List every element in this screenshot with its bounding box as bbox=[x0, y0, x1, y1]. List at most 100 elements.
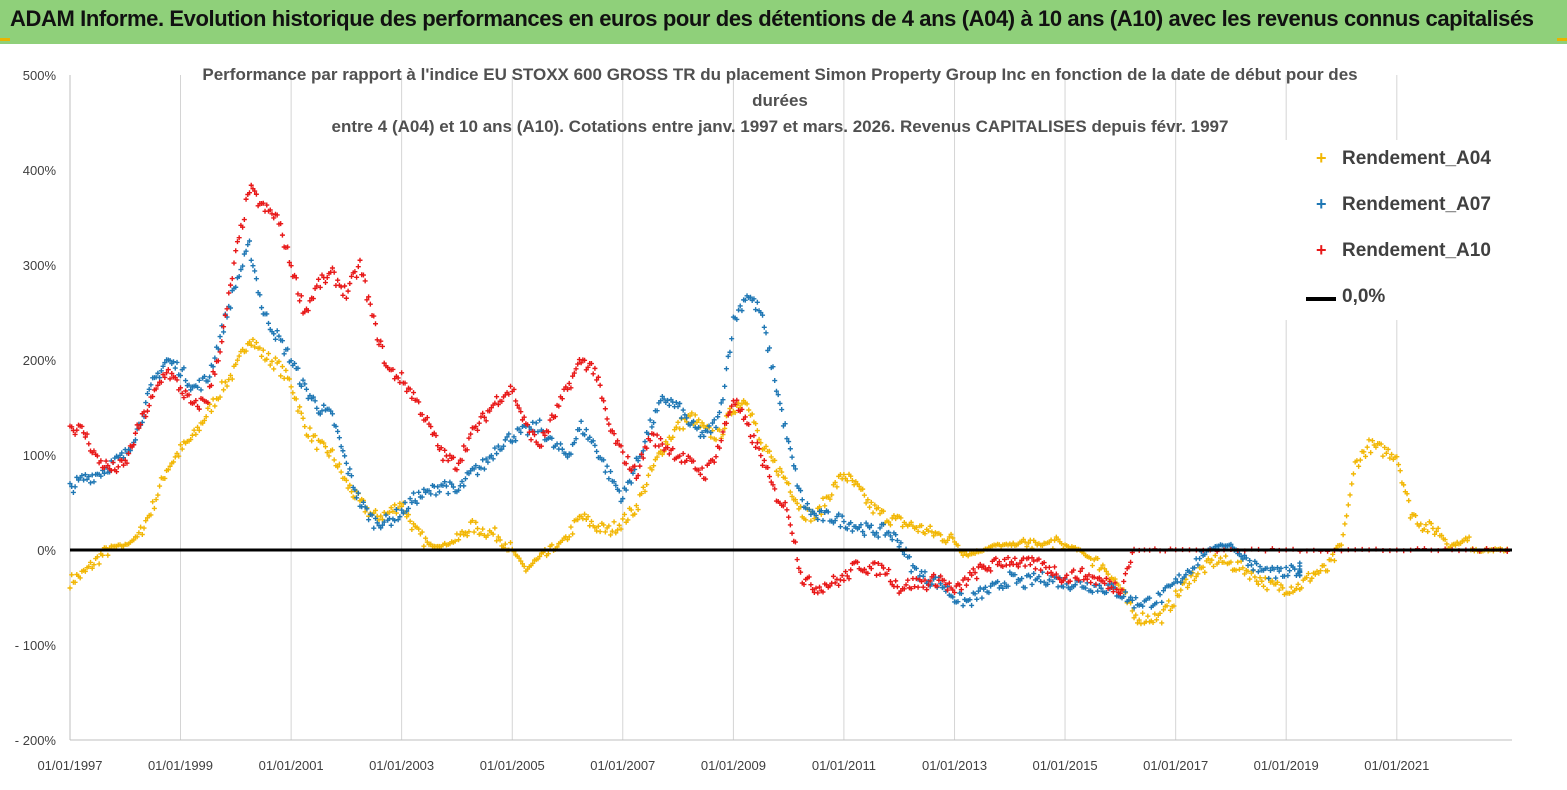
data-point-Rendement_A07 bbox=[473, 463, 479, 469]
data-point-Rendement_A07 bbox=[499, 446, 505, 452]
data-point-Rendement_A07 bbox=[1122, 589, 1128, 595]
data-point-Rendement_A04 bbox=[645, 472, 651, 478]
data-point-Rendement_A07 bbox=[901, 551, 907, 557]
data-point-Rendement_A07 bbox=[1271, 566, 1277, 572]
data-point-Rendement_A04 bbox=[1095, 556, 1101, 562]
data-point-Rendement_A10 bbox=[488, 405, 494, 411]
data-point-Rendement_A07 bbox=[379, 522, 385, 528]
data-point-Rendement_A07 bbox=[405, 505, 411, 511]
data-point-Rendement_A07 bbox=[1128, 594, 1134, 600]
data-point-Rendement_A10 bbox=[525, 422, 531, 428]
data-point-Rendement_A10 bbox=[433, 433, 439, 439]
data-point-Rendement_A07 bbox=[488, 453, 494, 459]
data-point-Rendement_A07 bbox=[381, 519, 387, 525]
data-point-Rendement_A04 bbox=[1357, 457, 1363, 463]
data-point-Rendement_A10 bbox=[946, 580, 952, 586]
data-point-Rendement_A04 bbox=[1186, 581, 1192, 587]
data-point-Rendement_A10 bbox=[640, 455, 646, 461]
data-point-Rendement_A07 bbox=[428, 491, 434, 497]
data-point-Rendement_A10 bbox=[1012, 555, 1018, 561]
data-point-Rendement_A07 bbox=[687, 422, 693, 428]
data-point-Rendement_A07 bbox=[691, 418, 697, 424]
data-point-Rendement_A07 bbox=[955, 599, 961, 605]
data-point-Rendement_A04 bbox=[929, 529, 935, 535]
data-point-Rendement_A04 bbox=[150, 499, 156, 505]
data-point-Rendement_A04 bbox=[1261, 583, 1267, 589]
data-point-Rendement_A04 bbox=[217, 394, 223, 400]
data-point-Rendement_A04 bbox=[680, 426, 686, 432]
data-point-Rendement_A07 bbox=[82, 472, 88, 478]
data-point-Rendement_A04 bbox=[1428, 520, 1434, 526]
data-point-Rendement_A04 bbox=[162, 475, 168, 481]
data-point-Rendement_A04 bbox=[82, 568, 88, 574]
data-point-Rendement_A10 bbox=[404, 388, 410, 394]
data-point-Rendement_A10 bbox=[298, 293, 304, 299]
data-point-Rendement_A07 bbox=[1242, 552, 1248, 558]
data-point-Rendement_A04 bbox=[518, 558, 524, 564]
data-point-Rendement_A07 bbox=[587, 434, 593, 440]
data-point-Rendement_A04 bbox=[347, 482, 353, 488]
data-point-Rendement_A04 bbox=[851, 482, 857, 488]
data-point-Rendement_A10 bbox=[782, 500, 788, 506]
data-point-Rendement_A07 bbox=[411, 490, 417, 496]
data-point-Rendement_A10 bbox=[718, 438, 724, 444]
data-point-Rendement_A07 bbox=[1140, 603, 1146, 609]
data-point-Rendement_A04 bbox=[1055, 536, 1061, 542]
data-point-Rendement_A10 bbox=[286, 259, 292, 265]
data-point-Rendement_A10 bbox=[880, 565, 886, 571]
data-point-Rendement_A10 bbox=[466, 435, 472, 441]
data-point-Rendement_A10 bbox=[597, 382, 603, 388]
data-point-Rendement_A07 bbox=[1002, 580, 1008, 586]
data-point-Rendement_A07 bbox=[699, 429, 705, 435]
data-point-Rendement_A07 bbox=[960, 603, 966, 609]
data-point-Rendement_A10 bbox=[665, 445, 671, 451]
data-point-Rendement_A04 bbox=[618, 526, 624, 532]
data-point-Rendement_A04 bbox=[1089, 563, 1095, 569]
data-point-Rendement_A04 bbox=[922, 531, 928, 537]
data-point-Rendement_A10 bbox=[575, 361, 581, 367]
data-point-Rendement_A07 bbox=[1055, 584, 1061, 590]
data-point-Rendement_A07 bbox=[737, 303, 743, 309]
data-point-Rendement_A10 bbox=[969, 572, 975, 578]
data-point-Rendement_A04 bbox=[1159, 620, 1165, 626]
data-point-Rendement_A07 bbox=[1243, 555, 1249, 561]
data-point-Rendement_A07 bbox=[245, 242, 251, 248]
data-point-Rendement_A04 bbox=[423, 535, 429, 541]
data-point-Rendement_A10 bbox=[628, 468, 634, 474]
data-point-Rendement_A10 bbox=[310, 296, 316, 302]
data-point-Rendement_A07 bbox=[1264, 565, 1270, 571]
corner-mark-top-right bbox=[1557, 38, 1567, 41]
data-point-Rendement_A04 bbox=[1435, 525, 1441, 531]
data-point-Rendement_A10 bbox=[1008, 559, 1014, 565]
data-point-Rendement_A10 bbox=[602, 406, 608, 412]
data-point-Rendement_A07 bbox=[1089, 589, 1095, 595]
data-point-Rendement_A07 bbox=[716, 409, 722, 415]
data-point-Rendement_A10 bbox=[84, 431, 90, 437]
data-point-Rendement_A07 bbox=[207, 374, 213, 380]
data-point-Rendement_A07 bbox=[143, 400, 149, 406]
data-point-Rendement_A10 bbox=[1102, 580, 1108, 586]
data-point-Rendement_A04 bbox=[1356, 463, 1362, 469]
data-point-Rendement_A04 bbox=[687, 413, 693, 419]
data-point-Rendement_A07 bbox=[352, 487, 358, 493]
data-point-Rendement_A04 bbox=[1167, 607, 1173, 613]
data-point-Rendement_A07 bbox=[583, 427, 589, 433]
data-point-Rendement_A04 bbox=[290, 390, 296, 396]
data-point-Rendement_A10 bbox=[934, 583, 940, 589]
data-point-Rendement_A04 bbox=[621, 511, 627, 517]
data-point-Rendement_A04 bbox=[861, 492, 867, 498]
data-point-Rendement_A10 bbox=[253, 191, 259, 197]
data-point-Rendement_A04 bbox=[782, 475, 788, 481]
data-point-Rendement_A10 bbox=[224, 306, 230, 312]
data-point-Rendement_A04 bbox=[870, 510, 876, 516]
data-point-Rendement_A07 bbox=[837, 524, 843, 530]
data-point-Rendement_A10 bbox=[670, 446, 676, 452]
legend-marker-zero bbox=[1306, 297, 1336, 301]
data-point-Rendement_A10 bbox=[445, 458, 451, 464]
data-point-Rendement_A07 bbox=[665, 397, 671, 403]
data-point-Rendement_A10 bbox=[861, 566, 867, 572]
data-point-Rendement_A10 bbox=[79, 423, 85, 429]
data-point-Rendement_A10 bbox=[371, 313, 377, 319]
data-point-Rendement_A04 bbox=[165, 467, 171, 473]
data-point-Rendement_A04 bbox=[1276, 587, 1282, 593]
